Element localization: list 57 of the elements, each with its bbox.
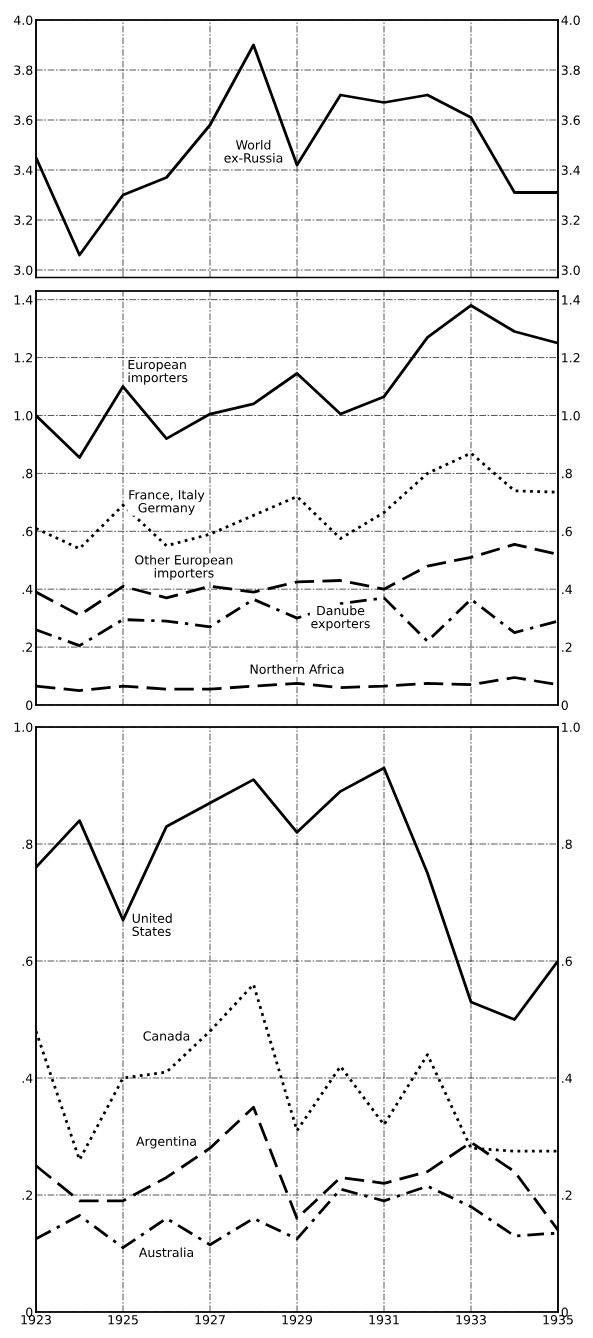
- y-tick-label: 3.6: [14, 115, 33, 125]
- y2-tick-label: 3.8: [561, 65, 580, 75]
- y2-tick-label: 0: [561, 700, 568, 710]
- series-label: World ex-Russia: [224, 139, 283, 163]
- y2-tick-label: 1.2: [562, 353, 580, 363]
- x-tick-label: 1929: [282, 1315, 313, 1325]
- series-label: France, Italy Germany: [129, 489, 205, 515]
- y-tick-label: .2: [22, 1190, 32, 1200]
- y-tick-label: .8: [22, 839, 33, 849]
- y2-tick-label: .8: [562, 468, 572, 479]
- series-label: Canada: [143, 1031, 190, 1041]
- series-label: European importers: [128, 359, 188, 385]
- series-label: Australia: [138, 1247, 194, 1258]
- y2-tick-label: 1.4: [562, 295, 580, 305]
- y2-tick-label: 1.0: [562, 410, 580, 421]
- y-tick-label: .4: [22, 1073, 33, 1083]
- y2-tick-label: 3.6: [561, 115, 580, 125]
- x-tick-label: 1925: [108, 1315, 138, 1325]
- y2-tick-label: .4: [562, 1073, 572, 1083]
- y-tick-label: 3.4: [14, 165, 33, 175]
- y-tick-label: 0: [26, 700, 33, 710]
- y2-tick-label: .2: [562, 1190, 572, 1200]
- y2-tick-label: .4: [562, 584, 572, 594]
- y-tick-label: 1.0: [14, 722, 33, 732]
- y-tick-label: 1.4: [14, 295, 33, 305]
- y2-tick-label: .6: [562, 956, 572, 966]
- y2-tick-label: .8: [562, 839, 572, 849]
- series-label: Argentina: [136, 1136, 196, 1149]
- series-label: Northern Africa: [250, 664, 344, 674]
- y-tick-label: 3.2: [14, 215, 32, 225]
- y-tick-label: .2: [22, 642, 32, 652]
- y-tick-label: .4: [22, 584, 33, 594]
- series-label: United States: [132, 913, 172, 937]
- y2-tick-label: .2: [562, 642, 572, 652]
- y-tick-label: .6: [22, 956, 33, 966]
- x-tick-label: 1923: [21, 1315, 51, 1325]
- y2-tick-label: .6: [562, 526, 572, 537]
- x-tick-label: 1933: [456, 1315, 486, 1325]
- x-tick-label: 1931: [369, 1315, 399, 1325]
- y-tick-label: 0: [26, 1307, 33, 1317]
- y-tick-label: 4.0: [13, 15, 33, 25]
- y2-tick-label: 3.4: [561, 165, 580, 175]
- x-tick-label: 1927: [195, 1315, 225, 1325]
- y2-tick-label: 0: [561, 1307, 568, 1317]
- y-tick-label: 3.0: [14, 265, 33, 275]
- y-tick-label: 1.0: [14, 410, 33, 421]
- y-tick-label: .8: [22, 468, 33, 479]
- x-tick-label: 1935: [543, 1315, 573, 1325]
- y-tick-label: 1.2: [14, 353, 32, 363]
- y2-tick-label: 4.0: [561, 15, 580, 25]
- y2-tick-label: 1.0: [562, 722, 580, 732]
- y-tick-label: 3.8: [14, 65, 33, 75]
- series-label: Danube exporters: [311, 605, 370, 631]
- y2-tick-label: 3.0: [561, 265, 580, 275]
- series-label: Other European importers: [135, 554, 233, 581]
- y-tick-label: .6: [22, 526, 33, 537]
- y2-tick-label: 3.2: [561, 215, 580, 225]
